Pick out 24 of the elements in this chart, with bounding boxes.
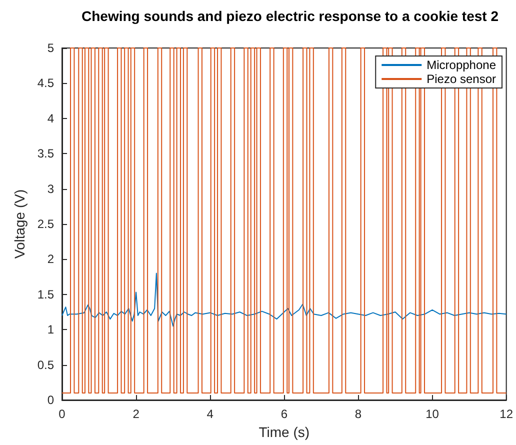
x-tick-label: 2 — [132, 407, 140, 421]
y-tick-label: 2.5 — [37, 217, 54, 231]
y-tick-label: 2 — [47, 252, 54, 266]
y-tick-label: 1.5 — [37, 287, 54, 302]
x-tick-label: 8 — [354, 407, 362, 421]
legend-label: Micropphone — [426, 58, 496, 72]
x-tick-label: 4 — [206, 407, 214, 421]
x-tick-label: 12 — [500, 407, 514, 421]
legend-label: Piezo sensor — [426, 72, 496, 86]
x-tick-label: 10 — [426, 407, 440, 421]
y-tick-label: 3.5 — [37, 146, 54, 161]
y-tick-label: 0 — [47, 393, 54, 407]
y-tick-label: 3 — [47, 182, 54, 196]
y-tick-label: 5 — [47, 41, 54, 55]
chart-title: Chewing sounds and piezo electric response to a cookie test 2 — [82, 8, 499, 24]
y-tick-label: 4 — [47, 111, 54, 126]
y-tick-label: 0.5 — [37, 358, 54, 372]
y-tick-label: 1 — [47, 322, 54, 337]
x-tick-label: 6 — [280, 407, 288, 421]
x-axis-title: Time (s) — [258, 424, 310, 440]
y-axis-title: Voltage (V) — [11, 189, 28, 259]
y-tick-label: 4.5 — [37, 76, 54, 90]
line-series — [62, 272, 507, 327]
x-tick-label: 0 — [58, 407, 66, 421]
